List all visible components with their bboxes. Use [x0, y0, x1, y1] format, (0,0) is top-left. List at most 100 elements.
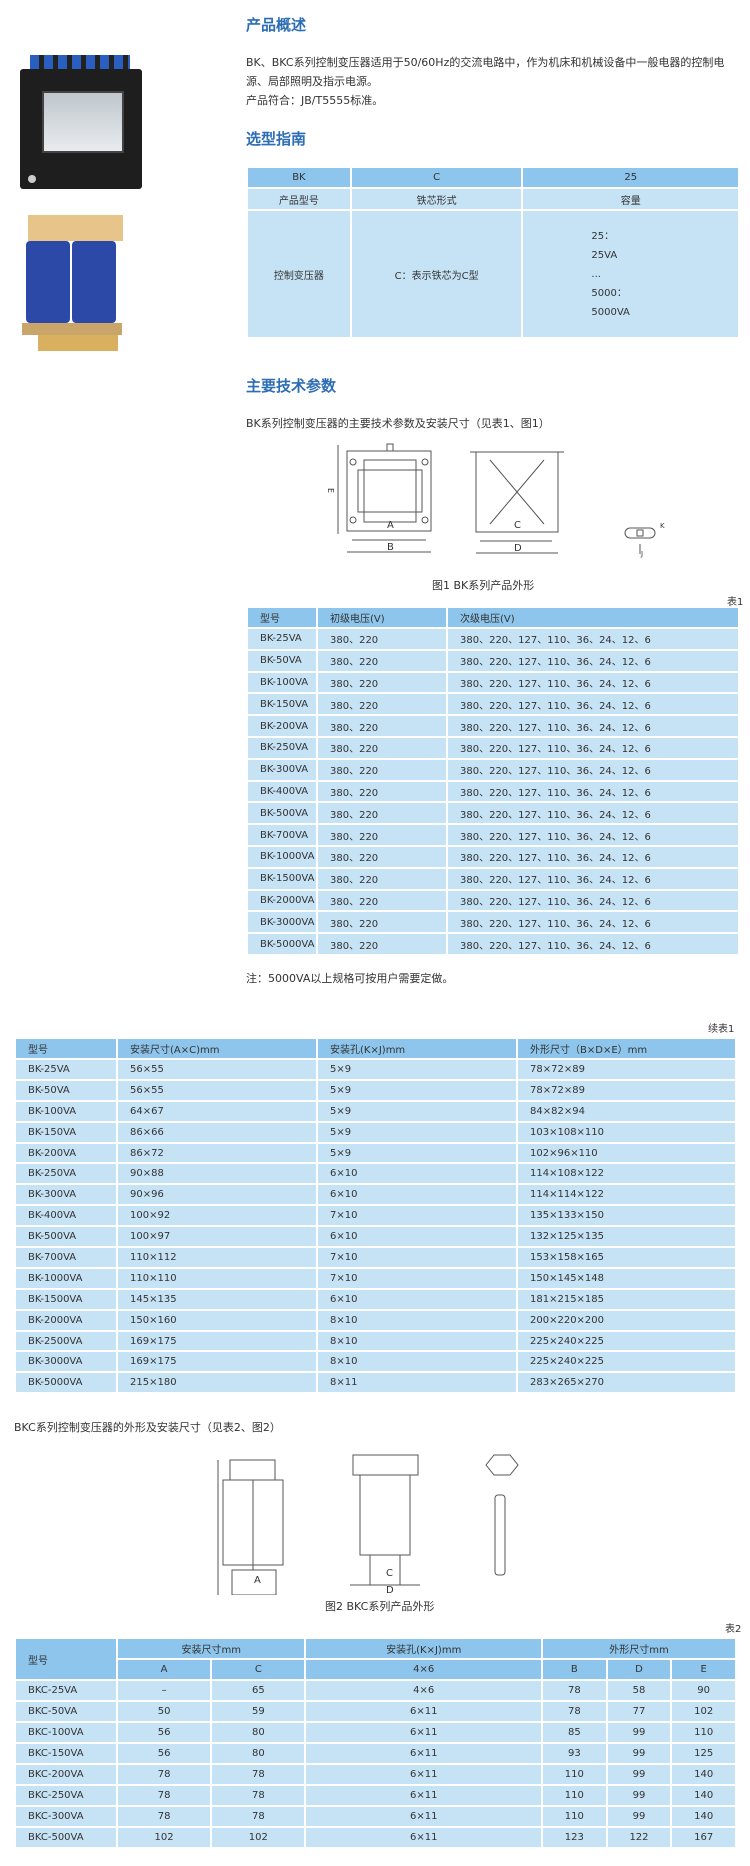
table-row: BK-300VA 380、220 380、220、127、110、36、24、12、…	[246, 757, 740, 782]
table-cell: 80	[210, 1742, 307, 1765]
table-cell: 103×108×110	[516, 1120, 737, 1144]
table-cell: BK-400VA	[246, 779, 318, 804]
figure-2-caption: 图2 BKC系列产品外形	[325, 1600, 435, 1613]
specs-title: 主要技术参数	[246, 377, 337, 395]
table-cell: BK-1000VA	[14, 1266, 118, 1290]
table-cell: 380、220、127、110、36、24、12、6	[446, 670, 740, 695]
table-cell: 380、220	[316, 714, 448, 738]
header-cell: 型号	[14, 1637, 118, 1681]
table-cell: 8×10	[316, 1329, 518, 1353]
table-cell: 122	[605, 1826, 673, 1849]
table-cell: 140	[670, 1784, 737, 1807]
table-row: BK-25VA 56×55 5×9 78×72×89	[14, 1058, 737, 1081]
selection-title: 选型指南	[246, 130, 307, 148]
table-cell: 380、220	[316, 801, 448, 826]
table-row: BKC-50VA 50 59 6×11 78 77 102	[14, 1700, 737, 1723]
table-cell: BK-3000VA	[14, 1350, 118, 1374]
table-row: BK-3000VA 169×175 8×10 225×240×225	[14, 1350, 737, 1374]
table-cell: 8×10	[316, 1350, 518, 1374]
table-cell: 4×6	[304, 1679, 543, 1702]
table-cell: 225×240×225	[516, 1350, 737, 1374]
table-cell: 110×110	[116, 1266, 318, 1290]
table-cell: 99	[605, 1721, 673, 1744]
table-cell: 140	[670, 1805, 737, 1828]
selection-table: BK C 25 产品型号 铁芯形式 容量 控制变压器 C：表示铁芯为C型 25： 25VA.…	[246, 166, 740, 339]
table-cell: 安装孔(K×J)mm	[316, 1037, 518, 1060]
dim-label-a: A	[387, 520, 394, 531]
dim-label-e: E	[326, 487, 336, 494]
table-cell: 86×66	[116, 1120, 318, 1144]
table-cell: 6×10	[316, 1287, 518, 1311]
table-cell: 380、220、127、110、36、24、12、6	[446, 648, 740, 673]
table-cell: 110×112	[116, 1246, 318, 1269]
table-cell: 78	[115, 1805, 213, 1828]
table-row: BK-300VA 90×96 6×10 114×114×122	[14, 1183, 737, 1207]
table-cell: BK-1500VA	[14, 1287, 118, 1311]
table-cell: 380、220	[316, 670, 448, 695]
table-row: BK-700VA 110×112 7×10 153×158×165	[14, 1246, 737, 1269]
table-cell: 380、220	[316, 910, 448, 935]
cell: C：表示铁芯为C型	[349, 209, 524, 339]
table-cell: BK-50VA	[14, 1078, 118, 1102]
table-cell: 86×72	[116, 1141, 318, 1165]
standard-text: 产品符合：JB/T5555标准。	[246, 94, 384, 107]
table-row: BK-200VA 380、220 380、220、127、110、36、24、12、…	[246, 714, 740, 738]
table-cell: BKC-300VA	[14, 1805, 118, 1828]
table-cell: 150×145×148	[516, 1266, 737, 1290]
table-row: BK-400VA 100×92 7×10 135×133×150	[14, 1204, 737, 1228]
table-cell: BK-25VA	[246, 627, 318, 651]
table-cell: BK-50VA	[246, 648, 318, 673]
figure-1-caption: 图1 BK系列产品外形	[432, 579, 535, 592]
table-row: BK-250VA 380、220 380、220、127、110、36、24、12、…	[246, 735, 740, 760]
dim-label-d: D	[514, 543, 522, 554]
table-cell: 78	[115, 1763, 213, 1786]
table-cell: BK-700VA	[246, 823, 318, 847]
table-cell: 380、220	[316, 692, 448, 717]
figure-2-mount-diagram	[485, 1454, 519, 1576]
table-row: BKC-100VA 56 80 6×11 85 99 110	[14, 1721, 737, 1744]
dim-label-b: B	[387, 542, 394, 553]
capacity-cell: 25： 25VA... 5000： 5000VA	[521, 209, 740, 339]
capacity-line: 25：	[591, 230, 615, 242]
table-row: BKC-500VA 102 102 6×11 123 122 167	[14, 1826, 737, 1849]
table-cell: 78	[210, 1784, 307, 1807]
table-cell: 102	[670, 1700, 737, 1723]
capacity-line: ...	[591, 268, 601, 280]
table-cell: BKC-250VA	[14, 1784, 118, 1807]
table-cell: BK-2000VA	[14, 1308, 118, 1332]
table-cell: 140	[670, 1763, 737, 1786]
table-cell: 次级电压(V)	[446, 606, 740, 629]
table-row: BK-1500VA 145×135 6×10 181×215×185	[14, 1287, 737, 1311]
table-cell: 6×11	[304, 1742, 543, 1765]
overview-para: BK、BKC系列控制变压器适用于50/60Hz的交流电路中，作为机床和机械设备中…	[246, 56, 725, 88]
table-cell: 380、220、127、110、36、24、12、6	[446, 888, 740, 913]
table-cell: BK-700VA	[14, 1246, 118, 1269]
table-cell: 85	[541, 1721, 608, 1744]
table-cell: 110	[541, 1805, 608, 1828]
table-row: BK-500VA 380、220 380、220、127、110、36、24、12、…	[246, 801, 740, 826]
table-row: BK-1000VA 380、220 380、220、127、110、36、24、12…	[246, 844, 740, 869]
table-cell: 8×10	[316, 1308, 518, 1332]
bkc-subtitle: BKC系列控制变压器的外形及安装尺寸（见表2、图2）	[14, 1421, 281, 1434]
figure-1-diagram	[337, 443, 564, 554]
table-cell: BK-1000VA	[246, 844, 318, 869]
table-cell: 56	[115, 1721, 213, 1744]
table-cell: 5×9	[316, 1141, 518, 1165]
table-cell: 200×220×200	[516, 1308, 737, 1332]
table-cell: 78	[210, 1763, 307, 1786]
table-cell: 6×11	[304, 1826, 543, 1849]
table-cell: 90×88	[116, 1162, 318, 1186]
table-cell: 56	[115, 1742, 213, 1765]
table-row: BK-700VA 380、220 380、220、127、110、36、24、12、…	[246, 823, 740, 847]
table-cell: 5×9	[316, 1120, 518, 1144]
table-cell: BK-250VA	[246, 735, 318, 760]
dim-label-d2: D	[386, 1585, 394, 1596]
table-cell: 380、220、127、110、36、24、12、6	[446, 844, 740, 869]
table-cell: 56×55	[116, 1058, 318, 1081]
table-1-continued: 型号 安装尺寸(A×C)mm 安装孔(K×J)mm 外形尺寸（B×D×E）mm BK-2…	[14, 1037, 737, 1395]
table-cell: 84×82×94	[516, 1099, 737, 1123]
header-cell: A	[115, 1658, 213, 1681]
table-cell: 78×72×89	[516, 1058, 737, 1081]
table-cell: 78	[541, 1679, 608, 1702]
table-row: 型号 安装尺寸(A×C)mm 安装孔(K×J)mm 外形尺寸（B×D×E）mm	[14, 1037, 737, 1060]
